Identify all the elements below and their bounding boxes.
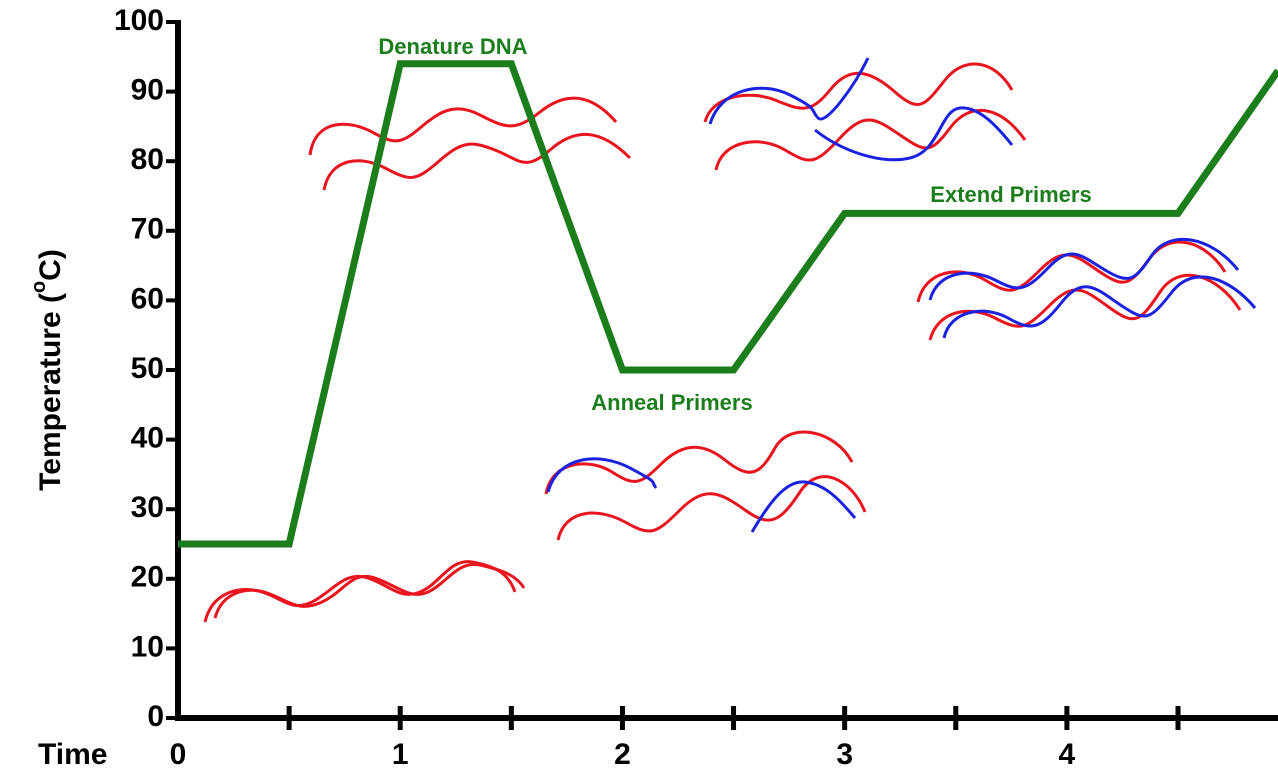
y-axis-label: Temperature (oC) <box>28 249 67 491</box>
y-axis-label-text: Temperature ( <box>34 293 67 491</box>
y-tick-label: 50 <box>131 352 164 385</box>
dna-illustrations <box>203 57 1257 623</box>
x-tick-label: 1 <box>392 738 409 771</box>
y-tick-label: 30 <box>131 491 164 524</box>
x-tick-label: 0 <box>170 738 187 771</box>
y-tick-label: 10 <box>131 630 164 663</box>
y-tick-label: 20 <box>131 561 164 594</box>
y-tick-label: 80 <box>131 143 164 176</box>
x-tick-label: 4 <box>1059 738 1076 771</box>
y-axis-label-suffix: C) <box>34 249 67 281</box>
annotation: Extend Primers <box>930 182 1091 207</box>
x-tick-label: 2 <box>614 738 631 771</box>
x-axis-label: Time <box>38 738 107 771</box>
y-tick-label: 70 <box>131 213 164 246</box>
annotation: Anneal Primers <box>591 390 752 415</box>
x-tick-label: 3 <box>836 738 853 771</box>
annotation: Denature DNA <box>378 34 527 59</box>
y-tick-label: 60 <box>131 282 164 315</box>
temperature-line <box>178 60 1278 548</box>
y-tick-label: 0 <box>147 700 164 733</box>
y-tick-label: 90 <box>131 74 164 107</box>
y-tick-label: 40 <box>131 422 164 455</box>
y-axis-label-superscript: o <box>28 281 50 293</box>
y-tick-label: 100 <box>114 4 164 37</box>
